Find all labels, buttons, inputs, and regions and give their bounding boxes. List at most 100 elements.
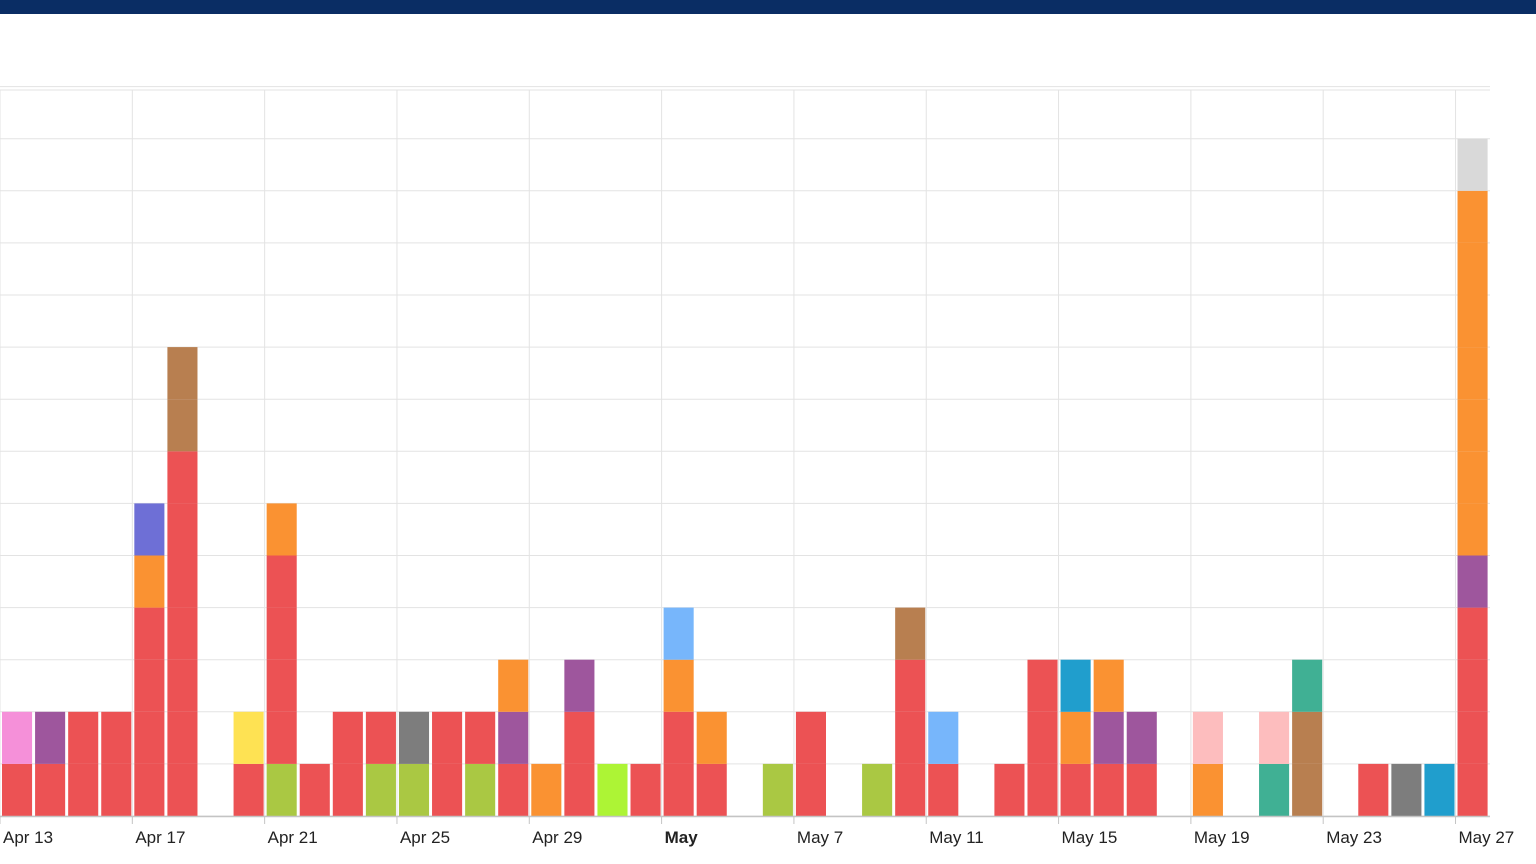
- bar-segment: [365, 763, 396, 816]
- bar-segment: [895, 607, 926, 660]
- bar-segment: [862, 763, 893, 816]
- bar-segment: [795, 711, 826, 764]
- bar-segment: [531, 763, 562, 816]
- bar-segment: [1457, 295, 1488, 348]
- bar-segment: [233, 711, 264, 764]
- bar-segment: [365, 711, 396, 764]
- bar-segment: [266, 711, 297, 764]
- bar-segment: [663, 607, 694, 660]
- bar-segment: [1292, 711, 1323, 764]
- bar-segment: [1457, 138, 1488, 191]
- x-tick-label: Apr 13: [3, 828, 53, 847]
- bar-segment: [498, 659, 529, 712]
- bar-segment: [2, 763, 33, 816]
- bar-segment: [1093, 711, 1124, 764]
- bar-segment: [266, 503, 297, 556]
- bar-segment: [1259, 711, 1290, 764]
- x-tick-label: May 7: [797, 828, 843, 847]
- bar-segment: [1358, 763, 1389, 816]
- bar-segment: [167, 451, 198, 504]
- bar-segment: [134, 607, 165, 660]
- bar-segment: [1060, 711, 1091, 764]
- bar-segment: [1192, 763, 1223, 816]
- bar-segment: [895, 711, 926, 764]
- bar-segment: [1457, 451, 1488, 504]
- bar-segment: [134, 763, 165, 816]
- bar-segment: [1027, 763, 1058, 816]
- bar-segment: [1292, 763, 1323, 816]
- bar-segment: [498, 711, 529, 764]
- bar-segment: [1060, 659, 1091, 712]
- bar-segment: [895, 659, 926, 712]
- bar-segment: [1457, 399, 1488, 452]
- x-tick-label: Apr 21: [268, 828, 318, 847]
- bar-segment: [663, 763, 694, 816]
- bar-segment: [1457, 190, 1488, 243]
- x-tick-label: May: [665, 828, 699, 847]
- bar-segment: [299, 763, 330, 816]
- bar-segment: [167, 503, 198, 556]
- bar-segment: [1457, 503, 1488, 556]
- bar-segment: [1126, 763, 1157, 816]
- bar-segment: [332, 711, 363, 764]
- bar-segment: [630, 763, 661, 816]
- bar-segment: [167, 399, 198, 452]
- bar-segment: [1424, 763, 1455, 816]
- bar-segment: [564, 659, 595, 712]
- bar-segment: [994, 763, 1025, 816]
- bar-segment: [928, 711, 959, 764]
- bar-segment: [597, 763, 628, 816]
- bar-segment: [1192, 711, 1223, 764]
- bar-segment: [1391, 763, 1422, 816]
- bar-segment: [928, 763, 959, 816]
- x-tick-label: May 19: [1194, 828, 1250, 847]
- bar-segment: [2, 711, 33, 764]
- bar-segment: [564, 711, 595, 764]
- bar-segment: [398, 711, 430, 764]
- bar-segment: [1457, 607, 1488, 660]
- bar-segment: [134, 659, 165, 712]
- x-axis: Apr 13 Apr 17 Apr 21 Apr 25 Apr 29 May May 7 Ma…: [0, 815, 1514, 847]
- bar-segment: [266, 607, 297, 660]
- bar-segment: [167, 711, 198, 764]
- bar-segment: [101, 711, 132, 764]
- chart-grid: [0, 86, 1490, 817]
- top-bar: [0, 0, 1536, 14]
- bar-segment: [1457, 347, 1488, 400]
- x-tick-label: May 15: [1062, 828, 1118, 847]
- bar-segment: [167, 555, 198, 608]
- bar-segment: [465, 711, 496, 764]
- bar-segment: [167, 347, 198, 400]
- bar-segment: [432, 711, 463, 764]
- bar-segment: [1457, 555, 1488, 608]
- bar-segment: [134, 711, 165, 764]
- bar-segment: [101, 763, 132, 816]
- bar-segment: [1457, 763, 1488, 816]
- x-tick-label: May 23: [1326, 828, 1382, 847]
- x-tick-label: Apr 25: [400, 828, 450, 847]
- bar-segment: [564, 763, 595, 816]
- x-tick-label: May 11: [929, 828, 984, 847]
- bar-segment: [696, 711, 727, 764]
- bar-segment: [134, 555, 165, 608]
- bar-segment: [1027, 659, 1058, 712]
- bar-segment: [1457, 242, 1488, 295]
- bar-segment: [167, 607, 198, 660]
- bar-segment: [432, 763, 463, 816]
- bar-segment: [762, 763, 793, 816]
- bar-segment: [68, 763, 99, 816]
- bar-segment: [1093, 763, 1124, 816]
- bar-segment: [1126, 711, 1157, 764]
- bar-segment: [895, 763, 926, 816]
- bar-segment: [1060, 763, 1091, 816]
- bar-segment: [1457, 711, 1488, 764]
- bar-segment: [465, 763, 496, 816]
- bar-segment: [332, 763, 363, 816]
- bar-segment: [68, 711, 99, 764]
- bar-segment: [795, 763, 826, 816]
- bar-segment: [35, 711, 66, 764]
- bar-segment: [696, 763, 727, 816]
- bar-segment: [663, 711, 694, 764]
- bar-segment: [167, 763, 198, 816]
